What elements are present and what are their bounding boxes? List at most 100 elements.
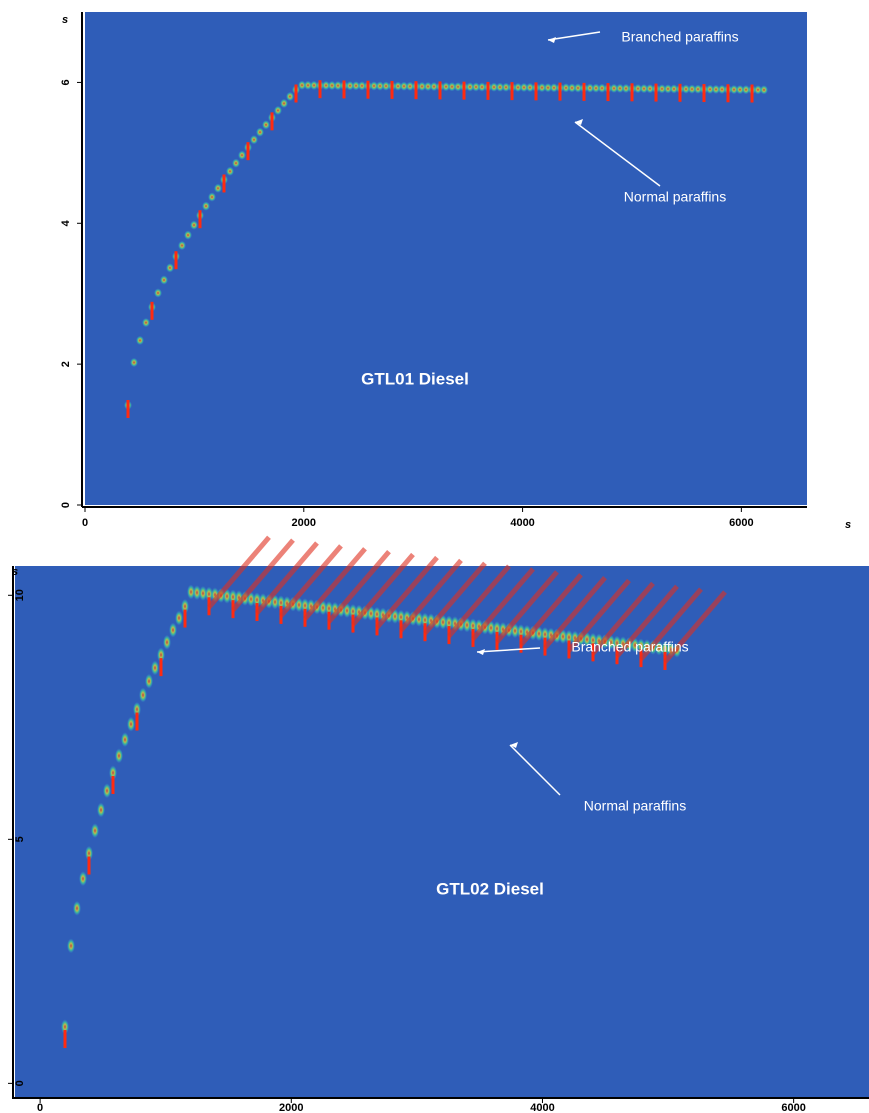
x-tick-label: 2000 [279,1102,303,1113]
spot [463,617,471,633]
spot [439,614,447,630]
spot [622,83,630,94]
spot [151,660,159,676]
spot [127,716,135,732]
spot [517,624,525,639]
spot [133,701,141,717]
peak [342,80,346,99]
chart-title: GTL01 Diesel [361,369,469,388]
band [567,578,631,653]
spot [193,585,201,601]
spot [490,82,498,92]
spot [514,82,522,92]
spot [391,609,399,624]
spot [169,622,177,638]
y-tick-label: 5 [14,836,26,842]
spot [631,637,639,653]
spot [103,783,111,799]
spot [346,81,354,91]
spot [454,82,462,92]
arrow-head [548,37,556,43]
spot [442,82,450,92]
arrow-head [575,119,583,125]
spot [562,83,570,93]
spot [109,765,117,781]
peak [534,82,538,101]
peak [63,1030,67,1048]
spot [742,85,750,95]
spot [370,81,378,91]
spot [277,595,285,611]
plot-area [15,566,869,1098]
peak [150,301,154,320]
spot [238,150,246,160]
y-tick-label: 0 [60,502,72,508]
arrow [547,31,601,41]
peak [678,83,682,102]
arrow-head [510,742,518,748]
y-axis-label: s [12,566,18,578]
spot [382,81,390,91]
spot [67,938,75,954]
spot [610,83,618,93]
spot [223,588,231,604]
spot [559,629,567,644]
spot [400,81,408,91]
band [543,575,607,650]
peak [270,112,274,131]
spot [199,585,207,601]
spot [421,612,429,628]
spot [322,80,330,91]
spot [343,603,351,619]
y-tick-label: 0 [14,1080,26,1086]
spot [130,357,138,368]
spot [718,84,726,95]
spot [478,82,486,92]
spot [349,603,357,619]
band [231,538,295,612]
annotation: Branched paraffins [571,639,688,655]
spot [682,84,690,94]
annotation: Branched paraffins [621,29,738,45]
spot [163,634,171,650]
spot [295,597,303,613]
band [447,564,511,638]
spot [208,192,216,202]
peak [87,856,91,875]
spot [250,135,258,145]
spot [613,635,621,651]
spot [430,81,438,92]
spot [634,83,642,94]
spot [181,598,189,614]
peak [366,80,370,99]
spot [358,81,366,91]
spot [526,82,534,93]
spot [583,632,591,647]
spot [589,632,597,648]
band [279,544,343,618]
spot [376,81,384,91]
spot [670,84,678,94]
spot [472,82,480,92]
peak [222,174,226,193]
spot [247,591,255,607]
spot [367,606,375,621]
spot [586,83,594,93]
peak [510,82,514,101]
peak [582,82,586,101]
chart-title: GTL02 Diesel [436,879,544,898]
spot [406,81,414,91]
peak [486,81,490,100]
spot [328,80,336,91]
spot [535,626,543,642]
spot [511,623,519,639]
peak [126,400,130,418]
spot [79,871,87,887]
peak [606,83,610,102]
spot [448,82,456,92]
band [591,581,655,655]
spot [658,84,666,94]
spot [226,166,234,176]
band [327,550,391,624]
